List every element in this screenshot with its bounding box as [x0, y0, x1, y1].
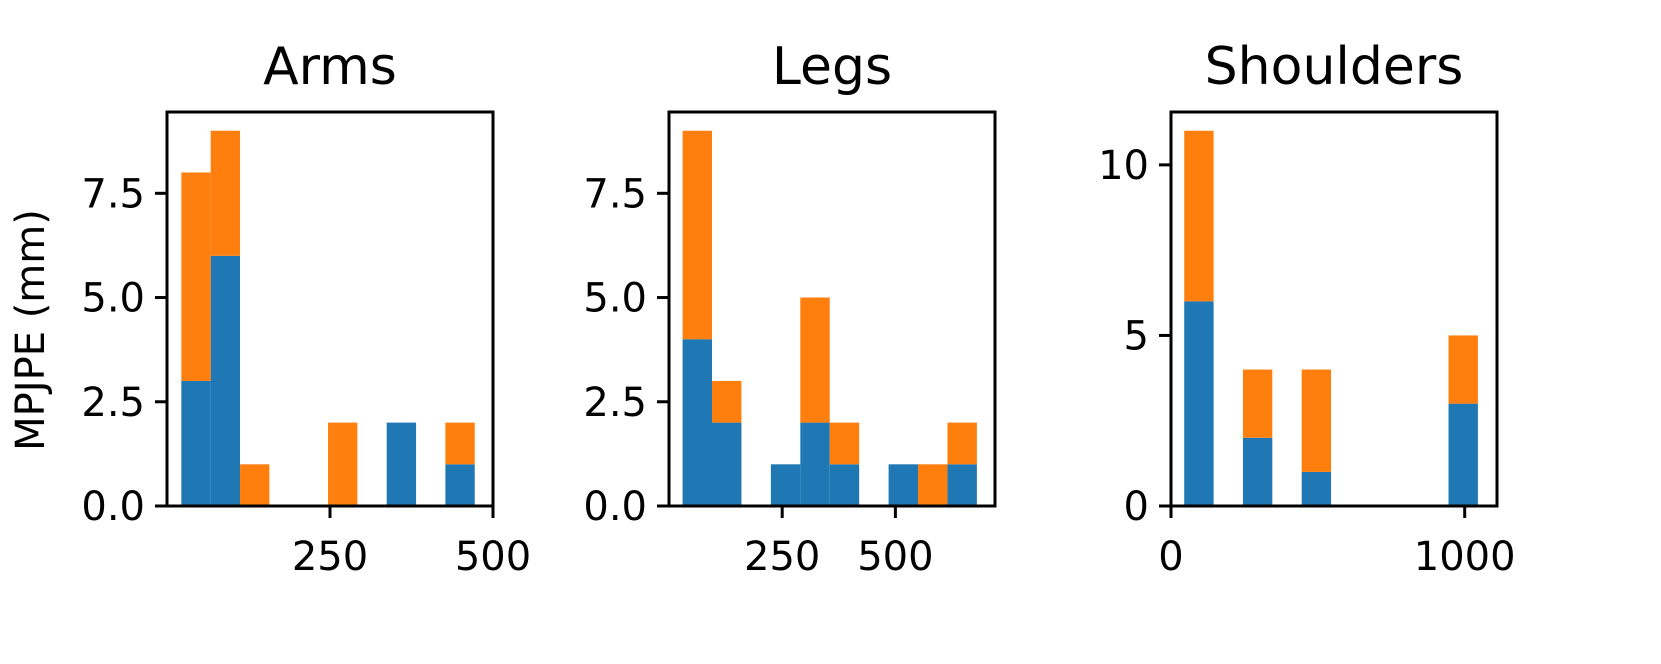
bar-s0-b2: [1242, 437, 1273, 506]
chart-title: Arms: [263, 37, 397, 97]
bar-s1-b4: [1301, 369, 1332, 472]
y-tick-label: 0.0: [583, 484, 647, 530]
bar-s0-b9: [1448, 403, 1478, 506]
bar-s0-b4: [800, 422, 830, 506]
plot-frame: [667, 110, 997, 508]
y-tick-label: 5.0: [583, 276, 647, 322]
bar-s1-b5: [328, 422, 358, 506]
panel-2: Shoulders 0 5 10 0 1000: [1098, 37, 1515, 580]
bar-s0-b7: [386, 422, 417, 506]
bar-s1-b0: [181, 172, 211, 381]
x-tick-label: 500: [857, 534, 933, 580]
bar-s0-b0: [682, 339, 713, 506]
x-tick-label: 0: [1158, 534, 1183, 580]
plot-frame: [1169, 110, 1499, 508]
bar-s1-b9: [445, 422, 475, 465]
y-tick-label: 0.0: [81, 484, 145, 530]
bar-s0-b9: [947, 464, 977, 506]
bar-s1-b5: [829, 422, 860, 465]
bar-s1-b9: [1448, 335, 1478, 404]
y-axis-label: MPJPE (mm): [8, 209, 54, 451]
y-tick-label: 5: [1124, 313, 1149, 359]
bar-s0-b3: [770, 464, 801, 506]
x-tick-label: 250: [292, 534, 368, 580]
bar-s1-b2: [240, 464, 270, 506]
bar-s1-b2: [1242, 369, 1273, 438]
panel-1: Legs 0.0 2.5 5.0 7.5 250 500: [583, 37, 997, 580]
bar-s1-b0: [1184, 130, 1214, 302]
panel-0: Arms 0.0 2.5 5.0 7.5 250 500: [81, 37, 531, 580]
bar-s1-b1: [712, 380, 742, 423]
y-tick-label: 5.0: [81, 276, 145, 322]
bar-s0-b4: [1301, 471, 1332, 506]
y-tick-label: 0: [1124, 484, 1149, 530]
chart-title: Shoulders: [1205, 37, 1464, 97]
bar-s0-b0: [1184, 301, 1214, 506]
y-tick-label: 10: [1098, 143, 1149, 189]
bar-s0-b7: [888, 464, 919, 506]
bar-s0-b1: [210, 255, 241, 506]
y-tick-label: 7.5: [81, 171, 145, 217]
bar-s0-b5: [829, 464, 860, 506]
bar-s1-b8: [918, 464, 948, 506]
x-tick-label: 500: [455, 534, 531, 580]
bar-s0-b1: [712, 422, 742, 506]
bar-s1-b0: [682, 130, 713, 340]
bar-s1-b1: [210, 130, 241, 256]
y-tick-label: 7.5: [583, 171, 647, 217]
bar-s1-b9: [947, 422, 977, 465]
bar-s0-b9: [445, 464, 475, 506]
y-tick-label: 2.5: [81, 380, 145, 426]
bar-s1-b4: [800, 297, 830, 423]
x-tick-label: 1000: [1414, 534, 1516, 580]
bar-s0-b0: [181, 380, 211, 506]
y-tick-label: 2.5: [583, 380, 647, 426]
x-tick-label: 250: [744, 534, 820, 580]
chart-title: Legs: [772, 37, 892, 97]
